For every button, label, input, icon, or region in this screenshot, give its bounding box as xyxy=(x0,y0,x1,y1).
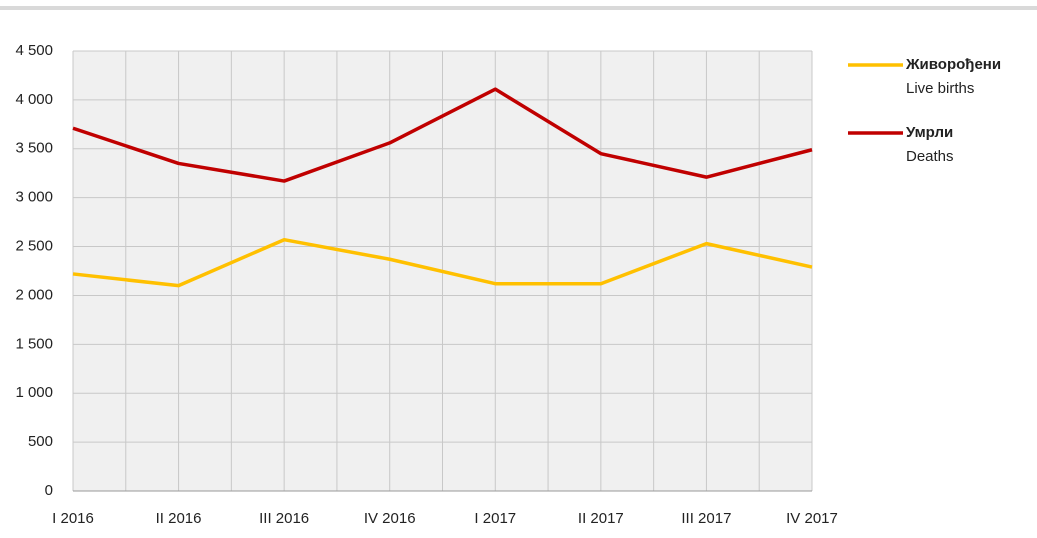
series-line xyxy=(72,87,813,183)
x-tick-label: II 2017 xyxy=(578,510,624,527)
x-tick-label: III 2016 xyxy=(259,510,309,527)
series-line xyxy=(72,237,813,288)
legend-label: Живорођени xyxy=(905,56,1001,73)
y-tick-label: 1 500 xyxy=(15,335,53,352)
y-tick-label: 2 000 xyxy=(15,286,53,303)
y-tick-label: 3 000 xyxy=(15,189,53,206)
y-tick-label: 4 000 xyxy=(15,91,53,108)
legend-label-en: Deaths xyxy=(906,148,954,165)
top-bar xyxy=(0,6,1037,10)
x-tick-label: I 2016 xyxy=(52,510,94,527)
y-tick-label: 4 500 xyxy=(15,42,53,59)
legend-label-en: Live births xyxy=(906,80,974,97)
x-tick-label: III 2017 xyxy=(681,510,731,527)
y-tick-label: 2 500 xyxy=(15,238,53,255)
y-tick-label: 500 xyxy=(28,433,53,450)
x-tick-label: II 2016 xyxy=(156,510,202,527)
y-tick-label: 1 000 xyxy=(15,384,53,401)
y-tick-label: 0 xyxy=(45,482,53,499)
x-tick-label: IV 2017 xyxy=(786,510,838,527)
y-tick-label: 3 500 xyxy=(15,140,53,157)
x-tick-label: IV 2016 xyxy=(364,510,416,527)
x-tick-label: I 2017 xyxy=(474,510,516,527)
legend-label: Умрли xyxy=(906,124,953,141)
